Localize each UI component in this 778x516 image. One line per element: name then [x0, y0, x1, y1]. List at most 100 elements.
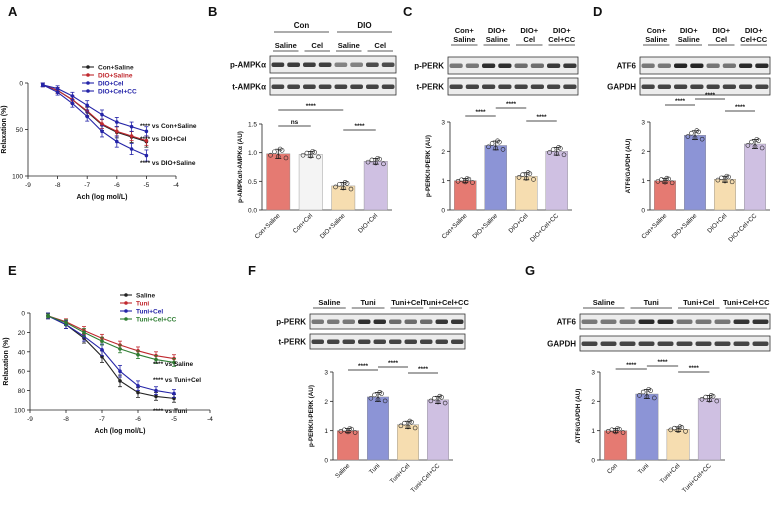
replicate-point	[754, 137, 760, 142]
replicate-point	[719, 175, 724, 181]
significance-label: ****	[388, 360, 399, 367]
blot-band	[755, 84, 769, 89]
panel-label-e: E	[8, 263, 17, 278]
legend-marker	[86, 81, 90, 85]
series-line	[47, 315, 175, 364]
significance-label: ****	[536, 114, 547, 121]
y-axis-title: p-PERK/t-PERK (AU)	[308, 385, 315, 447]
replicate-point	[556, 145, 561, 150]
y-tick-label: 20	[18, 330, 26, 337]
significance-label: ****	[354, 123, 365, 130]
x-tick-label: DIO+Cel	[357, 212, 379, 234]
blot-band	[389, 339, 402, 344]
x-tick-label: Tuni+Cel+CC	[681, 462, 713, 494]
blot-lane-label: Cel	[374, 41, 386, 50]
y-axis-title: ATF6/GAPDH (AU)	[575, 389, 582, 444]
bar	[684, 134, 707, 211]
blot-band	[638, 341, 655, 346]
replicate-point	[554, 151, 560, 156]
data-point	[129, 124, 134, 129]
replicate-point	[752, 144, 758, 149]
y-axis-title: Relaxation (%)	[1, 105, 8, 153]
blot-band	[722, 84, 736, 89]
y-tick-label: 1	[641, 178, 645, 185]
data-point	[172, 360, 176, 365]
x-tick-label: -5	[144, 182, 150, 189]
data-point	[144, 138, 149, 143]
replicate-point	[381, 161, 386, 167]
panel-d-western-blot: Con+ Saline DIO+ Saline DIO+ Cel DIO+ Cel+CC ATF…	[607, 26, 771, 96]
replicate-point	[407, 418, 413, 424]
blot-lane-label: Tuni+Cel	[391, 298, 422, 307]
y-tick-label: 1	[324, 428, 328, 435]
replicate-point	[398, 423, 404, 429]
blot-band	[465, 84, 479, 89]
blot-row-label: ATF6	[557, 318, 577, 327]
series-tuni-cel: Tuni+Cel	[46, 308, 176, 398]
blot-row-label: t-AMPKα	[232, 83, 266, 92]
replicate-point	[470, 180, 475, 185]
replicate-point	[724, 173, 730, 179]
panel-label-a: A	[8, 4, 18, 19]
blot-band	[451, 339, 464, 344]
blot-band	[373, 319, 386, 324]
legend-label: DIO+Cel+CC	[98, 88, 137, 95]
blot-lane-label: DIO+ Cel+CC	[740, 26, 767, 44]
data-point	[64, 320, 68, 325]
blot-band	[600, 341, 617, 346]
blot-band	[318, 62, 332, 67]
x-tick-label: Tuni	[368, 462, 381, 475]
blot-lane-label: Tuni	[360, 298, 375, 307]
data-point	[100, 122, 104, 126]
replicate-point	[277, 146, 283, 152]
significance-label: ****	[735, 104, 746, 111]
replicate-point	[348, 186, 354, 192]
blot-band	[303, 62, 316, 67]
blot-lane-label: Tuni+Cel	[683, 298, 714, 307]
blot-lane-label: Cel	[311, 41, 323, 50]
y-tick-label: 0.0	[248, 208, 257, 215]
replicate-point	[620, 430, 626, 435]
y-tick-label: 0	[21, 311, 25, 318]
blot-group-label: DIO	[357, 21, 371, 30]
data-point	[100, 348, 104, 352]
blot-band	[404, 339, 417, 344]
replicate-point	[694, 128, 700, 133]
blot-band	[514, 63, 528, 68]
blot-band	[722, 63, 736, 68]
replicate-point	[662, 179, 668, 185]
data-point	[115, 139, 119, 144]
bar	[604, 430, 628, 461]
blot-band	[641, 84, 655, 89]
blot-lane-label: Tuni	[644, 298, 659, 307]
replicate-point	[342, 180, 348, 185]
significance-annotation: **** vs Saline	[153, 361, 193, 368]
x-tick-label: DIO+Cel+CC	[529, 212, 560, 243]
replicate-point	[664, 175, 670, 181]
data-point	[136, 390, 140, 395]
blot-band	[350, 62, 363, 67]
series-dio-cel: DIO+Cel	[40, 80, 149, 162]
blot-band	[435, 319, 448, 324]
panel-f-western-blot: Saline Tuni Tuni+Cel Tuni+Cel+CC p-PERK t-PER…	[276, 298, 469, 350]
replicate-point	[464, 176, 470, 181]
legend-marker	[124, 309, 128, 313]
blot-band	[451, 319, 464, 324]
blot-band	[657, 319, 674, 324]
blot-membrane	[309, 333, 466, 350]
panel-label-b: B	[208, 4, 217, 19]
data-point	[85, 114, 89, 119]
y-tick-label: 3	[441, 120, 445, 127]
blot-band	[311, 339, 324, 344]
x-tick-label: DIO+Cel	[706, 212, 728, 234]
replicate-point	[707, 397, 712, 403]
x-tick-label: DIO+Cel	[508, 212, 530, 234]
blot-band	[482, 63, 496, 68]
significance-label: ****	[418, 366, 429, 373]
replicate-point	[547, 150, 552, 155]
y-tick-label: 0	[591, 458, 595, 465]
replicate-point	[683, 429, 688, 434]
x-tick-label: -7	[99, 416, 105, 423]
panel-a-line-chart: -9 -8 -7 -6 -5 -4 0 50 100 Ach (log mol/L) Relaxat…	[1, 64, 197, 201]
data-point	[82, 330, 86, 335]
